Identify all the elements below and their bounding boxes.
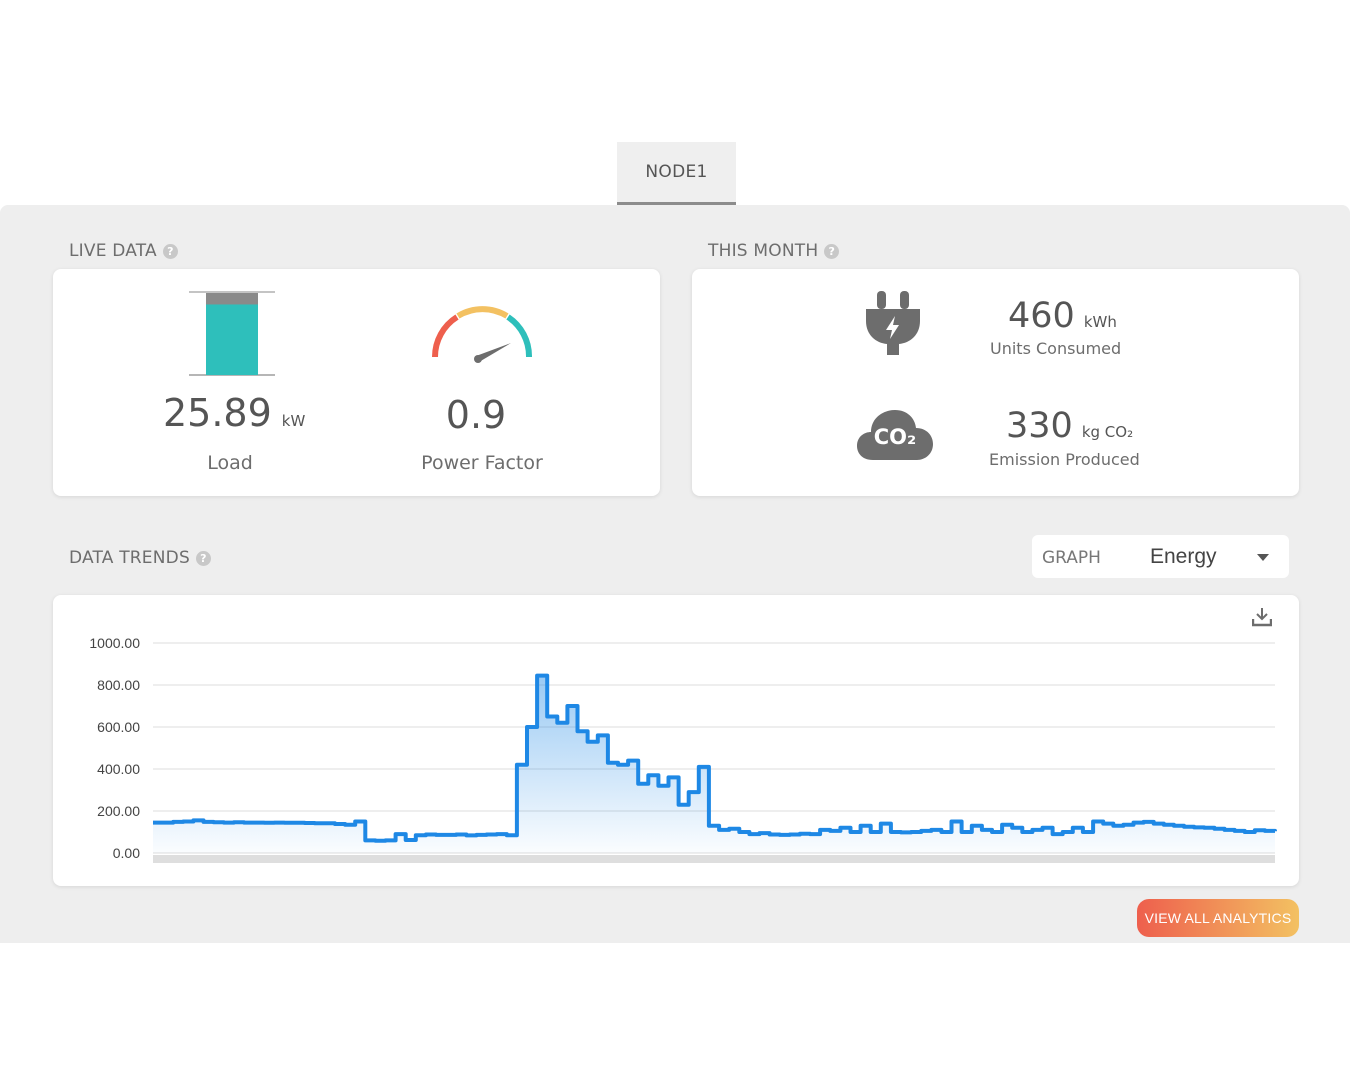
load-reading: 25.89 kW <box>163 391 305 435</box>
load-value: 25.89 <box>163 391 272 435</box>
this-month-title: THIS MONTH <box>708 241 819 261</box>
x-axis-bar <box>153 855 1275 863</box>
help-icon[interactable]: ? <box>195 550 211 566</box>
emission-reading: 330 kg CO₂ <box>1006 406 1133 446</box>
co2-icon-text: CO₂ <box>873 425 917 449</box>
units-value: 460 <box>1008 296 1075 336</box>
graph-select[interactable]: GRAPH Energy <box>1032 535 1289 578</box>
help-icon[interactable]: ? <box>824 243 840 259</box>
load-unit: kW <box>281 412 306 430</box>
this-month-header: THIS MONTH ? <box>708 241 840 261</box>
y-tick-label: 200.00 <box>97 803 140 819</box>
emission-unit: kg CO₂ <box>1081 423 1134 441</box>
plug-icon <box>866 291 920 355</box>
live-data-title: LIVE DATA <box>69 241 157 261</box>
series-line <box>153 673 1277 843</box>
trend-chart-card: 1000.00 800.00 600.00 400.00 200.00 0.00 <box>53 595 1299 886</box>
download-icon[interactable] <box>1252 607 1272 627</box>
view-all-analytics-button[interactable]: VIEW ALL ANALYTICS <box>1137 899 1299 937</box>
graph-select-value: Energy <box>1150 545 1217 568</box>
y-tick-label: 600.00 <box>97 719 140 735</box>
energy-line-chart: 1000.00 800.00 600.00 400.00 200.00 0.00 <box>89 635 1277 863</box>
units-unit: kWh <box>1083 313 1117 331</box>
emission-value: 330 <box>1006 406 1073 446</box>
data-trends-title: DATA TRENDS <box>69 548 190 568</box>
units-label: Units Consumed <box>990 339 1122 358</box>
power-factor-value: 0.9 <box>445 393 507 437</box>
live-data-card: 25.89 kW Load 0.9 Power Factor <box>53 269 660 496</box>
series-area <box>153 675 1275 853</box>
load-bar-icon <box>189 291 275 376</box>
y-tick-label: 800.00 <box>97 677 140 693</box>
this-month-card: 460 kWh Units Consumed CO₂ 330 kg CO₂ Em… <box>692 269 1299 496</box>
load-label: Load <box>207 452 253 474</box>
y-tick-label: 1000.00 <box>89 635 140 651</box>
data-trends-header: DATA TRENDS ? <box>69 548 211 568</box>
y-tick-label: 400.00 <box>97 761 140 777</box>
emission-label: Emission Produced <box>989 450 1140 469</box>
y-tick-label: 0.00 <box>113 845 140 861</box>
graph-select-label: GRAPH <box>1042 548 1101 568</box>
help-icon[interactable]: ? <box>162 243 178 259</box>
power-factor-label: Power Factor <box>421 452 543 474</box>
tab-node1[interactable]: NODE1 <box>617 142 736 205</box>
units-reading: 460 kWh <box>1008 296 1117 336</box>
live-data-header: LIVE DATA ? <box>69 241 178 261</box>
co2-cloud-icon: CO₂ <box>857 408 933 462</box>
chevron-down-icon[interactable] <box>1257 554 1269 561</box>
power-factor-gauge-icon <box>431 306 533 363</box>
